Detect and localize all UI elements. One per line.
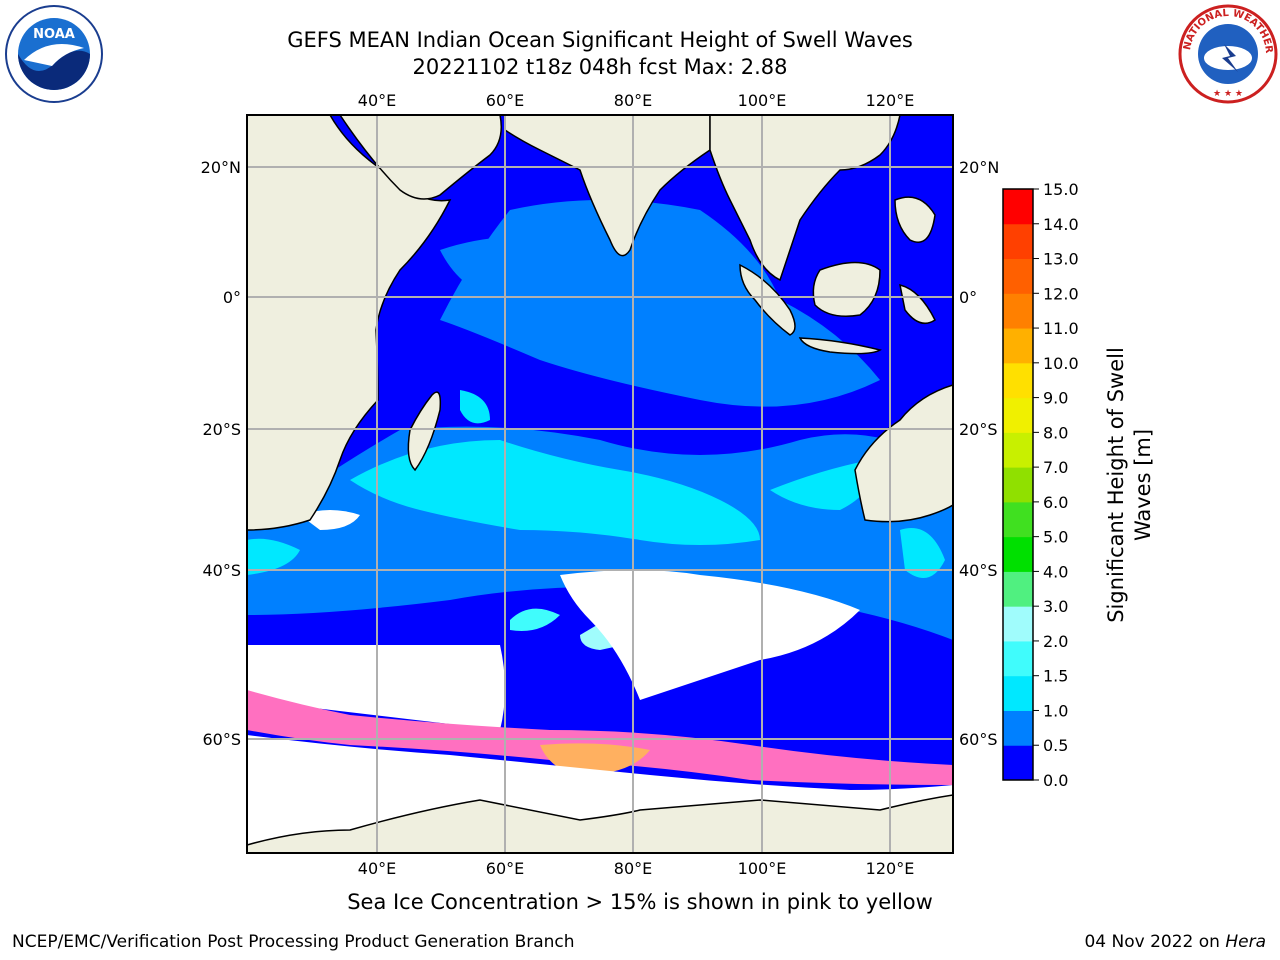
colorbar-swatch bbox=[1003, 362, 1033, 399]
colorbar-label: Significant Height of Swell Waves [m] bbox=[1104, 347, 1155, 623]
colorbar-swatch bbox=[1003, 675, 1033, 711]
swell-band-high-4 bbox=[900, 528, 945, 578]
colorbar-tick-label: 1.5 bbox=[1043, 667, 1068, 686]
lon-tick-label: 40°E bbox=[358, 859, 396, 878]
colorbar-label-line1: Significant Height of Swell bbox=[1104, 347, 1128, 623]
colorbar-swatch bbox=[1003, 571, 1033, 607]
lat-tick-label: 20°N bbox=[959, 158, 999, 177]
swell-band-high-2 bbox=[770, 460, 872, 510]
colorbar-tick-label: 2.0 bbox=[1043, 632, 1068, 651]
lon-tick-label: 120°E bbox=[866, 859, 915, 878]
swell-band-high-5 bbox=[460, 390, 490, 424]
colorbar-tick-label: 4.0 bbox=[1043, 562, 1068, 581]
lon-tick-label: 100°E bbox=[738, 859, 787, 878]
lon-tick-label: 60°E bbox=[486, 91, 524, 110]
swell-band-high-3 bbox=[247, 538, 300, 575]
svg-text:★ ★ ★: ★ ★ ★ bbox=[1213, 89, 1243, 99]
colorbar-tick-label: 15.0 bbox=[1043, 180, 1079, 199]
footer-branch: NCEP/EMC/Verification Post Processing Pr… bbox=[12, 932, 575, 952]
lat-tick-label: 20°N bbox=[201, 158, 241, 177]
white-nodata-3 bbox=[300, 510, 360, 530]
colorbar-tick-label: 0.5 bbox=[1043, 736, 1068, 755]
colorbar-tick-label: 13.0 bbox=[1043, 250, 1079, 269]
lon-tick-label: 40°E bbox=[358, 91, 396, 110]
gridlines bbox=[247, 115, 953, 853]
lat-tick-label: 40°S bbox=[202, 561, 241, 580]
colorbar-swatch bbox=[1003, 328, 1033, 364]
sumatra-land bbox=[739, 263, 796, 336]
lon-tick-label: 60°E bbox=[486, 859, 524, 878]
footer-date-text: 04 Nov 2022 on bbox=[1084, 932, 1220, 952]
map-area bbox=[247, 115, 953, 853]
colorbar-tick-label: 9.0 bbox=[1043, 389, 1068, 408]
noaa-logo: NOAA bbox=[4, 4, 104, 108]
colorbar-swatch bbox=[1003, 710, 1033, 746]
madagascar-land bbox=[407, 391, 442, 472]
map-title: GEFS MEAN Indian Ocean Significant Heigh… bbox=[287, 28, 913, 52]
colorbar-swatch bbox=[1003, 745, 1033, 781]
colorbar-tick-label: 11.0 bbox=[1043, 319, 1079, 338]
colorbar-tick-label: 8.0 bbox=[1043, 423, 1068, 442]
colorbar-swatch bbox=[1003, 501, 1033, 538]
footer-date: 04 Nov 2022 on Hera bbox=[1084, 932, 1266, 952]
colorbar-swatch bbox=[1003, 293, 1033, 329]
india-land bbox=[504, 115, 711, 257]
sea-ice-caption: Sea Ice Concentration > 15% is shown in … bbox=[347, 890, 933, 914]
lon-ticks-bottom: 40°E 60°E 80°E 100°E 120°E bbox=[358, 859, 915, 878]
lat-tick-label: 20°S bbox=[959, 420, 998, 439]
colorbar-swatch bbox=[1003, 606, 1033, 642]
lon-tick-label: 80°E bbox=[614, 91, 652, 110]
lat-ticks-right: 20°N 0° 20°S 40°S 60°S bbox=[959, 158, 999, 749]
colorbar-tick-label: 5.0 bbox=[1043, 528, 1068, 547]
lon-tick-label: 80°E bbox=[614, 859, 652, 878]
colorbar-label-line2: Waves [m] bbox=[1131, 429, 1155, 541]
lat-tick-label: 40°S bbox=[959, 561, 998, 580]
sulawesi-land bbox=[899, 283, 936, 325]
lon-tick-label: 100°E bbox=[738, 91, 787, 110]
southeast-asia-land bbox=[709, 115, 901, 282]
lon-ticks-top: 40°E 60°E 80°E 100°E 120°E bbox=[358, 91, 915, 110]
colorbar-tick-label: 12.0 bbox=[1043, 284, 1079, 303]
colorbar-tick-label: 3.0 bbox=[1043, 597, 1068, 616]
colorbar-swatch bbox=[1003, 640, 1033, 677]
lat-tick-label: 0° bbox=[223, 288, 241, 307]
map-frame bbox=[246, 114, 954, 854]
colorbar-swatch bbox=[1003, 536, 1033, 572]
noaa-logo-text: NOAA bbox=[33, 27, 75, 42]
lat-tick-label: 20°S bbox=[202, 420, 241, 439]
colorbar-swatch bbox=[1003, 189, 1033, 225]
colorbar-swatch bbox=[1003, 258, 1033, 294]
lat-ticks-left: 20°N 0° 20°S 40°S 60°S bbox=[201, 158, 241, 749]
colorbar-tick-label: 6.0 bbox=[1043, 493, 1068, 512]
colorbar: 0.0 0.5 1.0 1.5 2.0 3.0 4.0 5.0 6.0 7.0 8.0 9.0 10.0… bbox=[1002, 180, 1079, 790]
colorbar-tick-label: 7.0 bbox=[1043, 458, 1068, 477]
white-nodata-2 bbox=[560, 570, 860, 700]
nws-logo: NATIONAL WEATHER SERVICE ★ ★ ★ bbox=[1174, 0, 1278, 108]
swell-band-mid-arabian bbox=[440, 236, 560, 300]
java-land bbox=[798, 337, 882, 355]
swell-patch-light-2 bbox=[510, 608, 560, 631]
sea-ice-band bbox=[247, 690, 953, 785]
colorbar-swatch bbox=[1003, 432, 1033, 468]
indonesia-east-land bbox=[894, 196, 936, 243]
lat-tick-label: 60°S bbox=[959, 730, 998, 749]
colorbar-tick-label: 10.0 bbox=[1043, 354, 1079, 373]
australia-land bbox=[854, 384, 953, 523]
colorbar-swatch bbox=[1003, 223, 1033, 260]
colorbar-frame bbox=[1002, 188, 1034, 781]
map-subtitle: 20221102 t18z 048h fcst Max: 2.88 bbox=[412, 55, 788, 79]
lon-tick-label: 120°E bbox=[866, 91, 915, 110]
colorbar-swatch bbox=[1003, 397, 1033, 433]
lat-tick-label: 0° bbox=[959, 288, 977, 307]
colorbar-tick-label: 1.0 bbox=[1043, 701, 1068, 720]
borneo-land bbox=[812, 261, 881, 317]
swell-band-high bbox=[350, 440, 760, 545]
antarctica-land bbox=[247, 794, 953, 853]
footer-host: Hera bbox=[1225, 932, 1266, 952]
lat-tick-label: 60°S bbox=[202, 730, 241, 749]
colorbar-swatch bbox=[1003, 467, 1033, 503]
colorbar-tick-label: 14.0 bbox=[1043, 215, 1079, 234]
colorbar-tick-label: 0.0 bbox=[1043, 771, 1068, 790]
